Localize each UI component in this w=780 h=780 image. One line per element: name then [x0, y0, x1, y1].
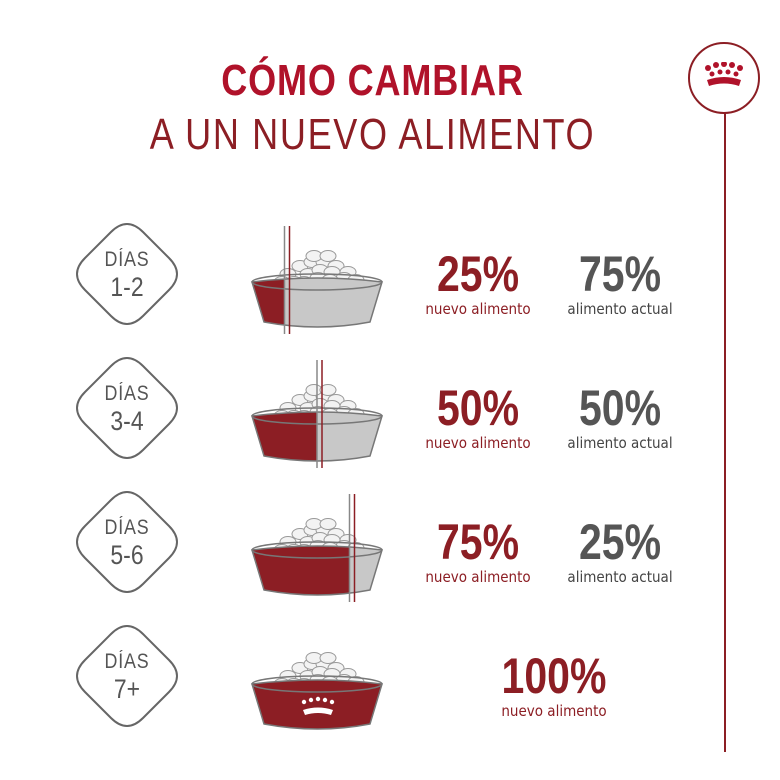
days-badge: DÍAS 3-4 [73, 354, 181, 462]
food-bowl [251, 360, 383, 468]
days-range: 5-6 [110, 540, 144, 570]
crown-icon [705, 62, 743, 86]
days-range: 1-2 [110, 272, 144, 302]
new-food-percent: 25% nuevo alimento [425, 246, 531, 318]
new-food-percent: 75% nuevo alimento [425, 514, 531, 586]
food-bowl [251, 226, 383, 334]
days-badge: DÍAS 7+ [73, 622, 181, 730]
days-word: DÍAS [104, 516, 150, 539]
current-food-percent: 25% alimento actual [567, 514, 673, 586]
food-bowl [251, 494, 383, 602]
days-word: DÍAS [104, 248, 150, 271]
food-bowl [251, 652, 383, 730]
days-badge: DÍAS 1-2 [73, 220, 181, 328]
brand-crest [688, 42, 760, 114]
step-days-1-2: DÍAS 1-2 25% nuevo alimento 75% alimento… [0, 206, 780, 336]
step-days-7-plus: DÍAS 7+ 100% nuevo alimento [0, 608, 780, 738]
step-days-3-4: DÍAS 3-4 50% nuevo alimento 50% alimento… [0, 340, 780, 470]
timeline-line [724, 112, 726, 752]
days-badge: DÍAS 5-6 [73, 488, 181, 596]
days-word: DÍAS [104, 382, 150, 405]
step-days-5-6: DÍAS 5-6 75% nuevo alimento 25% alimento… [0, 474, 780, 604]
page-subtitle: A UN NUEVO ALIMENTO [149, 110, 596, 159]
new-food-percent: 50% nuevo alimento [425, 380, 531, 452]
current-food-percent: 50% alimento actual [567, 380, 673, 452]
days-range: 3-4 [110, 406, 144, 436]
days-word: DÍAS [104, 650, 150, 673]
page-title: CÓMO CAMBIAR [221, 56, 524, 105]
new-food-percent: 100% nuevo alimento [501, 648, 607, 720]
current-food-percent: 75% alimento actual [567, 246, 673, 318]
days-range: 7+ [113, 674, 141, 704]
